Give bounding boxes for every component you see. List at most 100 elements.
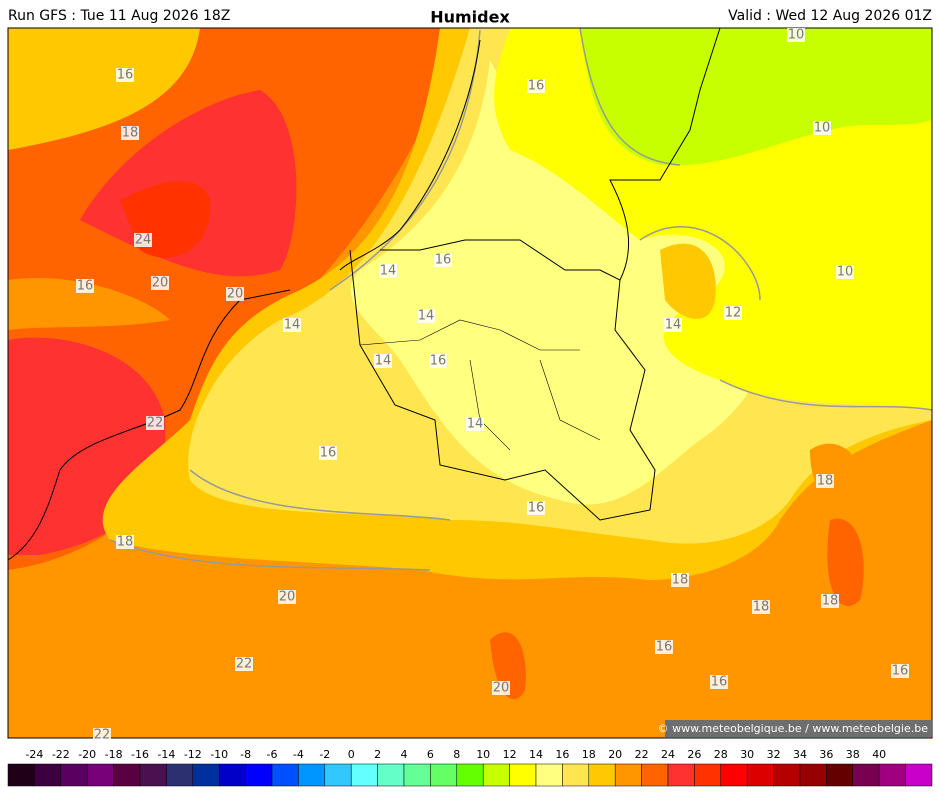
contour-label: 14	[467, 417, 484, 432]
color-swatch	[218, 763, 246, 787]
field	[8, 278, 170, 330]
map-title: Humidex	[430, 8, 510, 27]
colorbar-tick-label: 38	[846, 748, 860, 761]
contour-label: 18	[672, 573, 689, 588]
color-swatch	[562, 763, 590, 787]
contour-label-bg	[417, 309, 435, 323]
border	[8, 28, 721, 561]
contour-label-bg	[724, 306, 742, 320]
color-swatch	[324, 763, 352, 787]
contour-label-bg	[121, 126, 139, 140]
contour-label-bg	[134, 233, 152, 247]
contour-label-bg	[379, 264, 397, 278]
color-swatch	[852, 763, 880, 787]
contour-label: 22	[147, 416, 164, 431]
colorbar-tick-label: -20	[78, 748, 96, 761]
colorbar-tick-label: -16	[131, 748, 149, 761]
color-swatch	[7, 763, 35, 787]
color-swatch	[588, 763, 616, 787]
color-swatch	[482, 763, 510, 787]
colorbar-tick-label: 24	[661, 748, 675, 761]
copyright: © www.meteobelgique.be / www.meteobelgie…	[658, 722, 929, 735]
colorbar-tick-label: 14	[529, 748, 543, 761]
contour-label-bg	[816, 474, 834, 488]
contour-label-bg	[278, 590, 296, 604]
contour-label-bg	[116, 535, 134, 549]
colorbar-tick-label: 18	[582, 748, 596, 761]
contour-label: 10	[837, 265, 854, 280]
colorbar-tick-label: -12	[184, 748, 202, 761]
color-swatch	[456, 763, 484, 787]
field	[810, 443, 862, 508]
colorbar-tick-label: -24	[25, 748, 43, 761]
color-swatch	[192, 763, 220, 787]
color-swatch	[403, 763, 431, 787]
color-swatch	[245, 763, 273, 787]
colorbar-tick-label: 12	[503, 748, 517, 761]
color-swatch	[139, 763, 167, 787]
contour-label-bg	[151, 276, 169, 290]
colorbar-tick-label: 4	[401, 748, 408, 761]
color-swatch	[60, 763, 88, 787]
color-swatch	[86, 763, 114, 787]
color-swatch	[641, 763, 669, 787]
colorbar-tick-label: 28	[714, 748, 728, 761]
field	[8, 586, 654, 738]
color-swatch	[350, 763, 378, 787]
contour-label-bg	[492, 681, 510, 695]
contour-label-bg	[466, 417, 484, 431]
contour-label: 10	[788, 28, 805, 43]
color-swatch	[878, 763, 906, 787]
color-swatch	[905, 763, 933, 787]
colorbar-tick-label: -14	[157, 748, 175, 761]
field	[660, 243, 716, 319]
color-swatch	[271, 763, 299, 787]
contour-label: 18	[817, 474, 834, 489]
contour-label: 16	[117, 68, 134, 83]
field	[8, 28, 200, 150]
contour-label-bg	[429, 354, 447, 368]
copyright-box	[665, 720, 932, 737]
colorbar-tick-label: 22	[635, 748, 649, 761]
contour-label-bg	[821, 594, 839, 608]
contour-label: 18	[122, 126, 139, 141]
contour-label-bg	[319, 446, 337, 460]
color-swatch	[34, 763, 62, 787]
contour-label-bg	[76, 279, 94, 293]
map: © www.meteobelgique.be / www.meteobelgie…	[7, 27, 933, 739]
colorbar-tick-label: 10	[476, 748, 490, 761]
contour-label: 16	[435, 253, 452, 268]
contour-label: 20	[493, 681, 510, 696]
field	[350, 60, 768, 505]
colorbar-tick-label: -4	[293, 748, 304, 761]
colorbar-tick-label: 30	[740, 748, 754, 761]
contour-label: 12	[725, 306, 742, 321]
contour-label: 20	[279, 590, 296, 605]
contour-label-bg	[664, 318, 682, 332]
field	[745, 603, 830, 738]
contour-label-bg	[813, 121, 831, 135]
contour-label: 14	[375, 354, 392, 369]
color-swatch	[773, 763, 801, 787]
field	[580, 28, 932, 166]
colorbar-tick-label: 34	[793, 748, 807, 761]
color-swatch	[535, 763, 563, 787]
colorbar-tick-label: -18	[105, 748, 123, 761]
contour-label-bg	[93, 728, 111, 742]
colorbar-tick-label: 0	[348, 748, 355, 761]
contour-label-bg	[836, 265, 854, 279]
contour-label-bg	[527, 79, 545, 93]
colorbar-tick-label: -6	[267, 748, 278, 761]
isoline	[109, 28, 932, 571]
color-swatch	[377, 763, 405, 787]
colorbar-tick-label: 32	[767, 748, 781, 761]
colorbar-tick-label: 2	[374, 748, 381, 761]
contour-label: 16	[656, 640, 673, 655]
colorbar-tick-label: -10	[210, 748, 228, 761]
contour-label: 22	[236, 657, 253, 672]
color-swatch	[430, 763, 458, 787]
contour-label: 24	[135, 233, 152, 248]
contour-label-bg	[891, 664, 909, 678]
contour-label-bg	[283, 318, 301, 332]
contour-label: 10	[814, 121, 831, 136]
